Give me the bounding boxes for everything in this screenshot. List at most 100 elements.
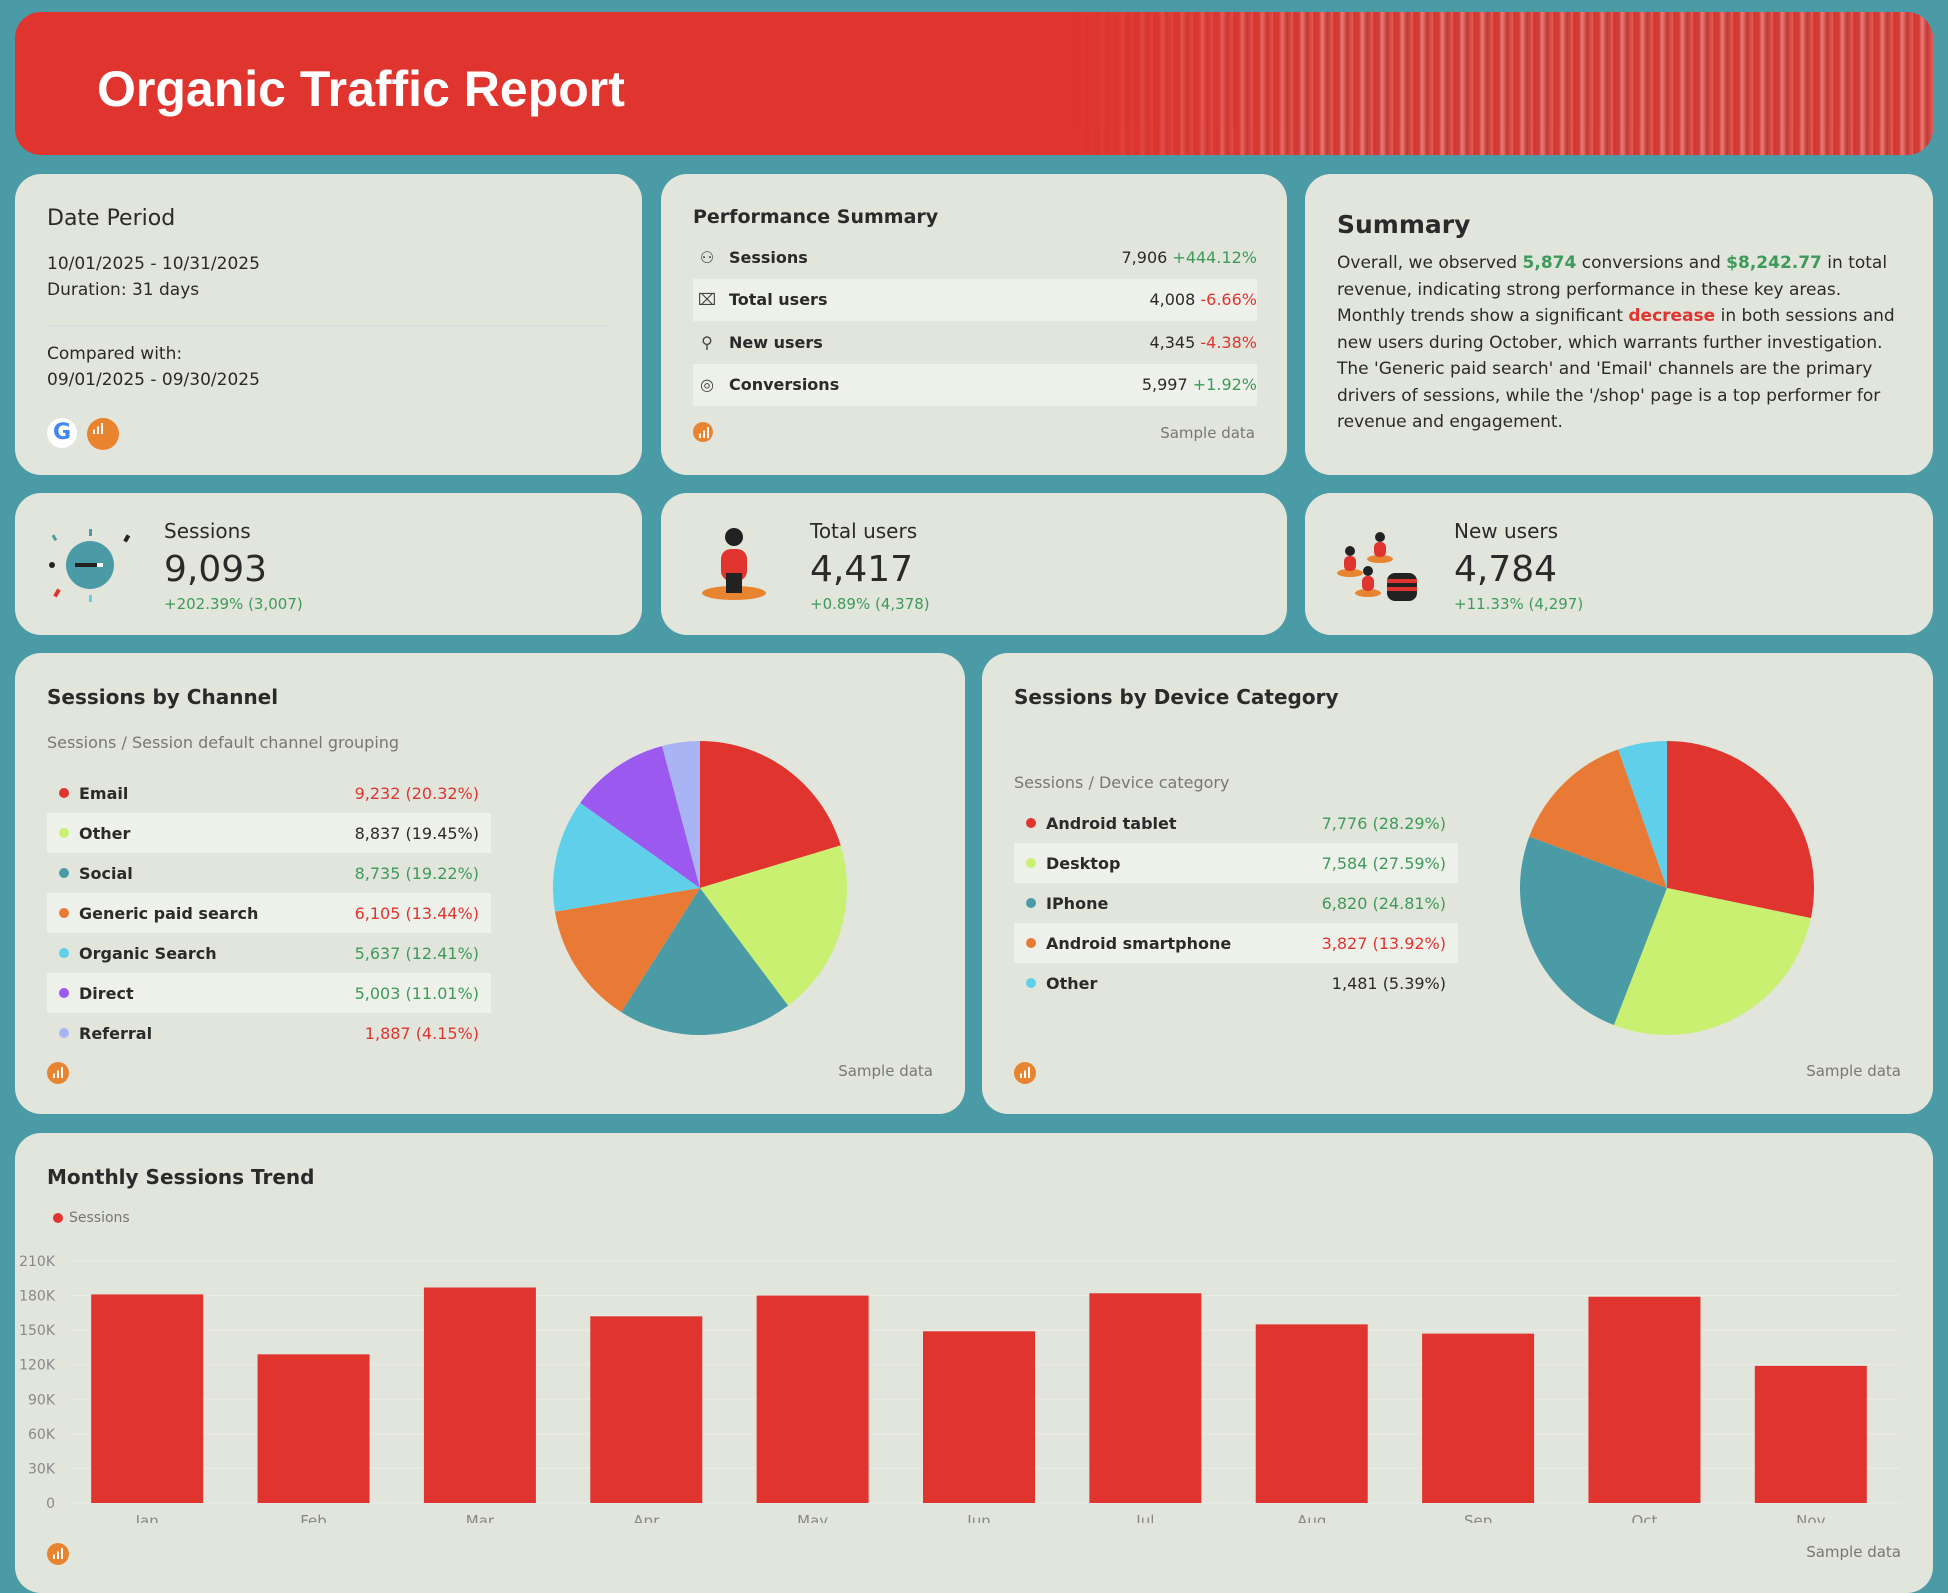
pie-slice-android-tablet[interactable] [1667, 741, 1814, 919]
pie-slice-organic-search[interactable] [553, 802, 700, 912]
x-tick-label: Jan [135, 1512, 159, 1523]
pie-slice-other[interactable] [700, 845, 847, 1006]
page-title: Organic Traffic Report [97, 61, 625, 117]
legend-swatch [1026, 898, 1036, 908]
sessions-by-device-card: Sessions by Device Category Sessions / D… [982, 653, 1933, 1114]
y-tick-label: 180K [19, 1289, 56, 1305]
legend-value: 9,232 (20.32%) [354, 783, 479, 803]
chart-subtitle: Sessions / Device category [1014, 773, 1230, 792]
sample-data-label: Sample data [1806, 1543, 1901, 1561]
bar-oct[interactable] [1588, 1296, 1701, 1503]
legend-value: 3,827 (13.92%) [1321, 933, 1446, 953]
legend-value: 6,820 (24.81%) [1321, 893, 1446, 913]
legend-swatch [59, 908, 69, 918]
bar-apr[interactable] [590, 1316, 703, 1503]
date-period-title: Date Period [47, 206, 176, 231]
legend-label: Referral [79, 1023, 153, 1043]
y-tick-label: 120K [19, 1358, 56, 1374]
chart-title: Monthly Sessions Trend [47, 1165, 315, 1189]
legend-row: Desktop 7,584 (27.59%) [1014, 843, 1458, 883]
sessions-dial-icon [49, 529, 131, 602]
sessions-by-channel-card: Sessions by Channel Sessions / Session d… [15, 653, 965, 1114]
bar-mar[interactable] [423, 1287, 536, 1503]
compared-range: 09/01/2025 - 09/30/2025 [47, 370, 260, 390]
legend-label: Generic paid search [79, 903, 259, 923]
analytics-icon [1014, 1062, 1036, 1084]
x-tick-label: Mar [466, 1512, 495, 1523]
bar-may[interactable] [756, 1295, 869, 1503]
legend-value: 5,637 (12.41%) [354, 943, 479, 963]
pie-slice-email[interactable] [700, 741, 841, 888]
legend-value: 1,481 (5.39%) [1331, 973, 1446, 993]
y-tick-label: 30K [28, 1461, 56, 1477]
row-label: Conversions [729, 375, 840, 394]
pie-slice-android-smartphone[interactable] [1529, 749, 1667, 888]
channel-pie-chart [553, 741, 847, 1035]
legend-value: 5,003 (11.01%) [354, 983, 479, 1003]
legend-row: Android smartphone 3,827 (13.92%) [1014, 923, 1458, 963]
x-tick-label: Sep [1464, 1512, 1492, 1523]
summary-text-2: conversions and [1576, 253, 1727, 273]
legend-swatch [1026, 818, 1036, 828]
chart-subtitle: Sessions / Session default channel group… [47, 733, 400, 752]
legend-row: Social 8,735 (19.22%) [47, 853, 491, 893]
legend-value: 8,735 (19.22%) [354, 863, 479, 883]
date-range: 10/01/2025 - 10/31/2025 [47, 254, 260, 274]
y-tick-label: 0 [46, 1496, 55, 1512]
row-label: Total users [729, 290, 828, 309]
pie-slice-desktop[interactable] [1613, 888, 1811, 1035]
monthly-bar-chart: 0 30K 60K 90K 120K 150K 180K 210K Jan Feb Mar Apr Ma… [19, 1254, 1900, 1523]
legend-row: Direct 5,003 (11.01%) [47, 973, 491, 1013]
analytics-icon [47, 1543, 69, 1565]
row-value: 5,997 [1141, 375, 1188, 394]
pie-slice-referral[interactable] [662, 741, 700, 888]
divider [47, 325, 607, 326]
row-change: -6.66% [1200, 290, 1257, 309]
target-icon: ◎ [700, 375, 714, 394]
duration: Duration: 31 days [47, 280, 200, 300]
legend-label: Email [79, 783, 129, 803]
device-pie-chart [1520, 741, 1814, 1035]
pie-slice-generic-paid-search[interactable] [554, 888, 700, 1013]
pie-slice-social[interactable] [621, 888, 789, 1035]
bar-feb[interactable] [257, 1354, 370, 1503]
analytics-icon [47, 1062, 69, 1084]
legend-label: Android tablet [1046, 813, 1177, 833]
legend-row: Generic paid search 6,105 (13.44%) [47, 893, 491, 933]
bar-sep[interactable] [1422, 1333, 1535, 1503]
person-icon [702, 528, 766, 600]
kpi-label: Total users [810, 519, 918, 543]
bar-jan[interactable] [91, 1294, 204, 1503]
performance-summary-card: Performance Summary ⚇ Sessions 7,906 +444.… [661, 174, 1287, 475]
performance-row: ◎ Conversions 5,997 +1.92% [693, 363, 1257, 406]
legend-row: Email 9,232 (20.32%) [47, 773, 491, 813]
conversions-highlight: 5,874 [1522, 253, 1577, 273]
new-user-icon: ⚲ [701, 332, 713, 352]
legend-swatch [1026, 858, 1036, 868]
bar-aug[interactable] [1255, 1324, 1368, 1503]
legend-swatch [59, 1028, 69, 1038]
pie-slice-direct[interactable] [580, 745, 700, 888]
x-tick-label: Aug [1297, 1512, 1326, 1523]
kpi-value: 4,417 [810, 549, 914, 590]
performance-row: ⚇ Sessions 7,906 +444.12% [693, 236, 1257, 278]
chart-legend: Sessions [53, 1210, 130, 1226]
pie-slice-iphone[interactable] [1520, 836, 1667, 1026]
legend-value: 8,837 (19.45%) [354, 823, 479, 843]
performance-row: ⌧ Total users 4,008 -6.66% [693, 278, 1257, 321]
compared-label: Compared with: [47, 344, 183, 364]
bar-nov[interactable] [1754, 1365, 1867, 1503]
bar-jul[interactable] [1089, 1293, 1202, 1503]
pie-slice-other[interactable] [1618, 741, 1667, 888]
row-value: 4,008 [1149, 290, 1196, 309]
legend-label: Other [79, 823, 131, 843]
monthly-sessions-card: Monthly Sessions Trend Sessions 0 30K 60K 9… [15, 1133, 1933, 1593]
legend-row: Android tablet 7,776 (28.29%) [1014, 803, 1458, 843]
kpi-label: New users [1454, 519, 1559, 543]
legend-swatch [59, 948, 69, 958]
legend-row: IPhone 6,820 (24.81%) [1014, 883, 1458, 923]
legend-row: Referral 1,887 (4.15%) [47, 1013, 491, 1053]
bar-jun[interactable] [923, 1331, 1035, 1503]
legend-value: 6,105 (13.44%) [354, 903, 479, 923]
report-header: Organic Traffic Report [15, 12, 1933, 155]
